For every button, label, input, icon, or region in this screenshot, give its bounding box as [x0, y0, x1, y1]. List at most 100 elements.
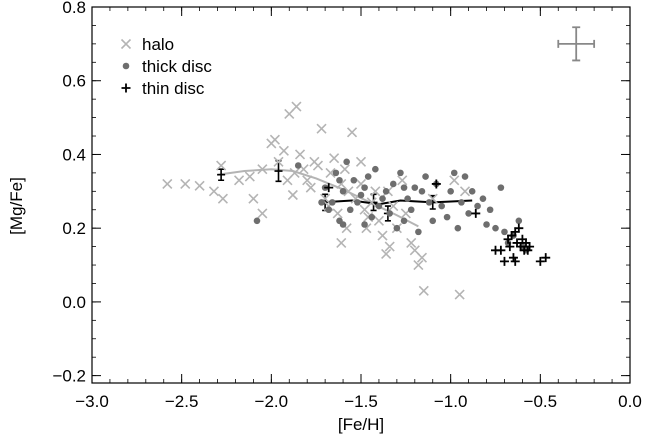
data-point	[269, 134, 280, 145]
data-point	[499, 256, 509, 266]
x-tick-label: −1.5	[344, 392, 378, 411]
y-tick-label: 0.0	[62, 293, 86, 312]
data-point	[486, 206, 494, 214]
data-point	[479, 195, 487, 202]
data-point	[316, 123, 327, 134]
data-point	[325, 206, 333, 214]
data-point	[461, 173, 469, 180]
data-point	[382, 188, 390, 195]
x-tick-label: −3.0	[75, 392, 109, 411]
legend-marker-plus	[121, 83, 131, 93]
data-point	[535, 256, 545, 266]
data-point	[336, 217, 343, 225]
data-point	[471, 208, 481, 218]
data-point	[429, 217, 437, 225]
data-point	[364, 173, 372, 180]
data-point	[389, 180, 397, 188]
data-point	[418, 285, 429, 296]
data-point	[289, 167, 300, 178]
data-point	[422, 173, 429, 180]
legend-label: thick disc	[142, 57, 212, 76]
data-point	[400, 184, 408, 191]
data-point	[346, 206, 354, 214]
data-point	[413, 259, 424, 271]
data-point	[407, 206, 415, 214]
x-tick-label: −2.5	[165, 392, 199, 411]
data-point	[384, 241, 395, 252]
series-halo	[162, 101, 471, 300]
data-point	[339, 164, 350, 175]
data-point	[354, 199, 361, 206]
data-point	[278, 145, 289, 156]
data-point	[450, 169, 458, 177]
x-axis-label: [Fe/H]	[338, 415, 384, 434]
data-point	[291, 101, 302, 112]
y-tick-label: 0.4	[62, 145, 86, 164]
data-point	[339, 188, 347, 195]
data-point	[324, 183, 334, 193]
legend-label: thin disc	[142, 79, 205, 98]
data-point	[329, 153, 340, 164]
data-point	[404, 195, 411, 202]
data-point	[388, 200, 399, 212]
data-point	[318, 199, 325, 206]
data-point	[416, 252, 428, 263]
y-tick-label: 0.6	[62, 72, 86, 91]
data-point	[438, 202, 446, 210]
data-point	[355, 156, 367, 167]
data-point	[273, 156, 284, 167]
series-thick-disc	[253, 158, 530, 254]
data-point	[257, 164, 268, 175]
data-point	[216, 160, 227, 171]
y-tick-label: −0.2	[52, 367, 86, 386]
series-thin-disc	[324, 179, 551, 266]
data-point	[336, 237, 347, 248]
data-point	[377, 230, 388, 241]
data-point	[312, 160, 324, 171]
data-point	[449, 175, 460, 186]
data-point	[325, 167, 336, 178]
data-point	[418, 188, 426, 195]
data-point	[447, 188, 454, 195]
data-point	[257, 208, 268, 219]
data-point	[454, 224, 462, 232]
data-point	[397, 169, 404, 177]
data-point	[244, 171, 255, 182]
data-point	[372, 165, 379, 173]
data-point	[217, 193, 228, 204]
data-point	[465, 210, 472, 217]
data-point	[332, 169, 340, 177]
data-point	[361, 221, 368, 228]
binned-error-bar	[217, 168, 226, 182]
typical-error-bar	[557, 26, 596, 62]
data-point	[386, 210, 393, 217]
legend-marker-dot	[122, 62, 130, 70]
data-point	[525, 242, 535, 252]
data-point	[361, 184, 368, 191]
x-tick-label: −1.0	[434, 392, 468, 411]
data-point	[368, 213, 376, 221]
binned-error-bar	[369, 193, 378, 212]
legend: halo thick disc thin disc	[120, 35, 212, 98]
y-axis-label: [Mg/Fe]	[7, 177, 26, 235]
data-point	[411, 184, 419, 191]
data-point	[541, 253, 551, 263]
data-point	[305, 182, 316, 193]
data-point	[510, 256, 520, 266]
data-point	[406, 237, 417, 248]
data-point	[400, 217, 408, 225]
data-point	[397, 175, 408, 186]
data-point	[505, 242, 515, 252]
data-point	[294, 162, 302, 169]
data-point	[332, 208, 343, 219]
legend-label: halo	[142, 35, 174, 54]
data-point	[375, 202, 383, 210]
data-point	[294, 149, 306, 160]
x-tick-label: −0.5	[524, 392, 558, 411]
data-point	[379, 195, 386, 202]
data-point	[443, 213, 451, 221]
legend-marker-x	[120, 38, 132, 50]
y-axis-ticks: −0.2 0.0 0.2 0.4 0.6 0.8	[52, 0, 630, 386]
data-point	[253, 217, 261, 225]
